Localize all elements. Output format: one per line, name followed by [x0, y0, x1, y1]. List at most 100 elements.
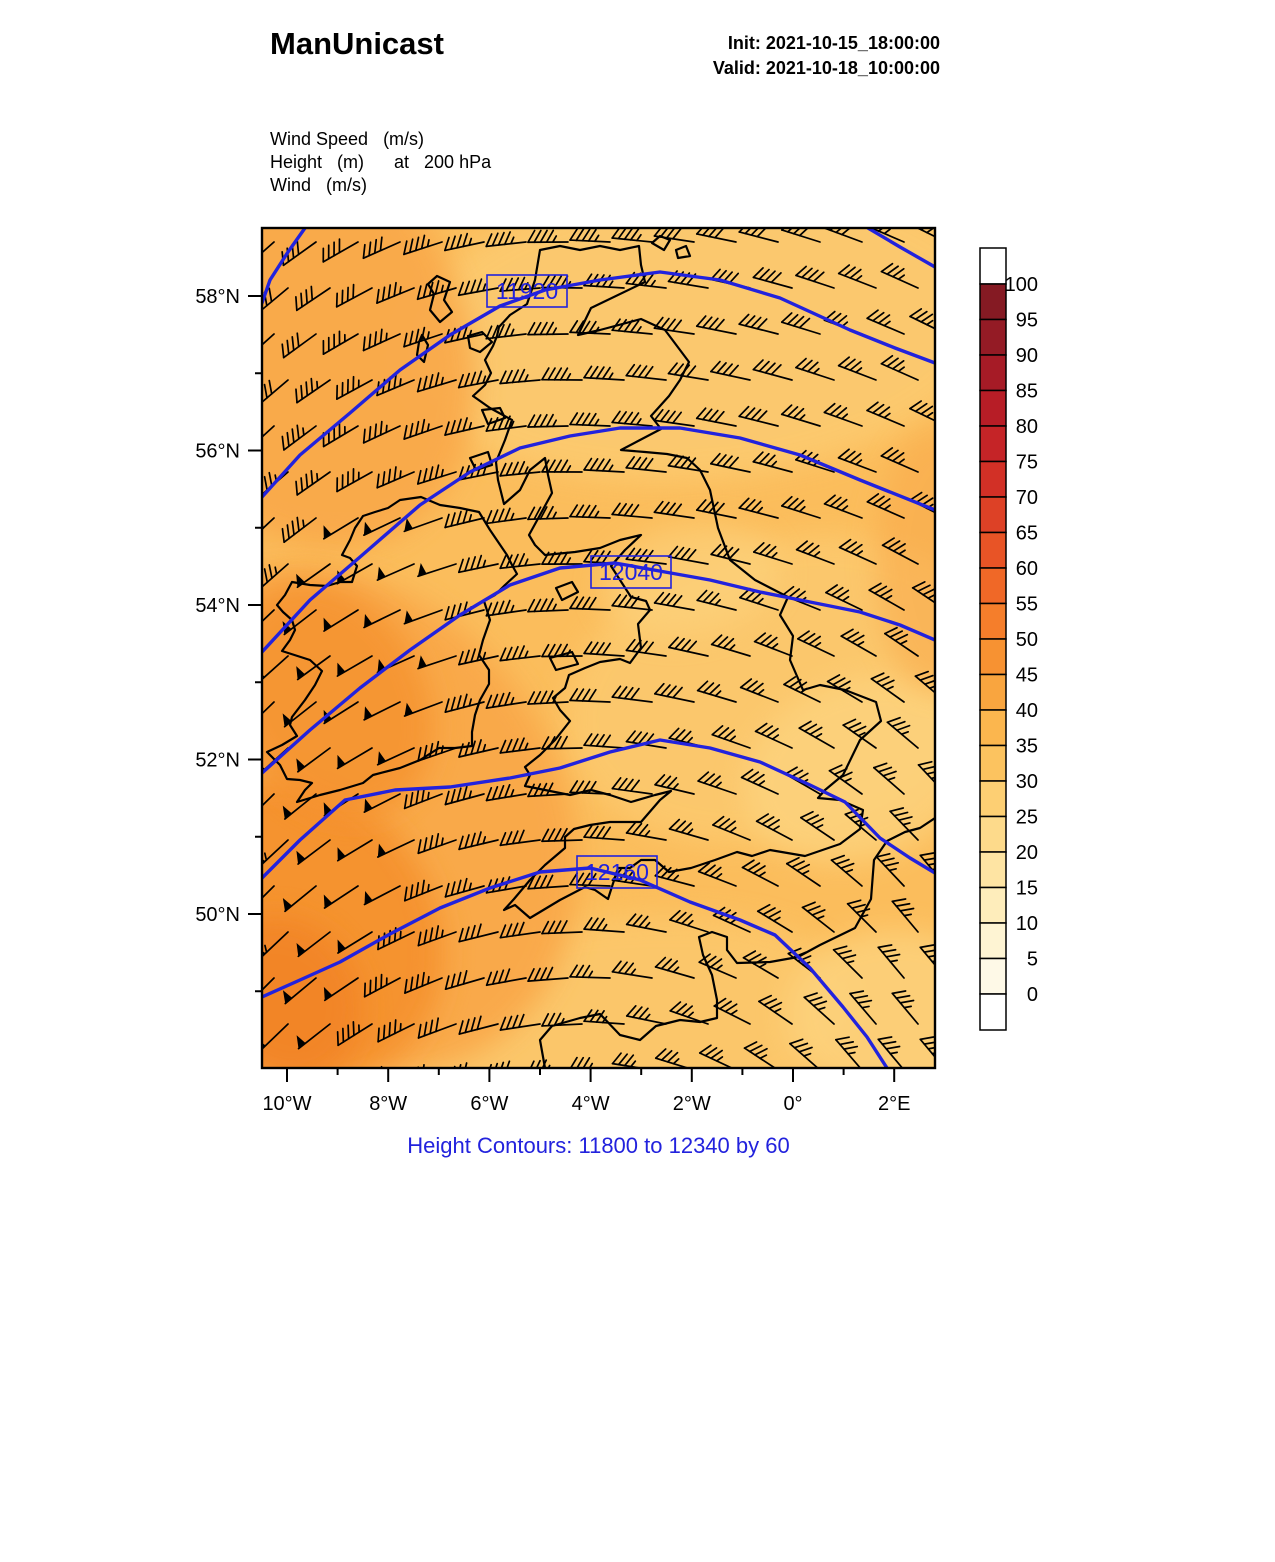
wind-barb — [527, 598, 569, 613]
barb-half — [903, 1005, 912, 1009]
barb-full — [527, 691, 536, 705]
barb-full — [660, 866, 672, 879]
page-title: ManUnicast — [270, 26, 444, 61]
barb-full — [601, 642, 612, 656]
wind-barb — [485, 507, 527, 525]
wind-barb — [753, 632, 793, 657]
barb-full — [758, 543, 771, 555]
barb-full — [880, 679, 895, 687]
barb-full — [703, 864, 716, 875]
barb-full — [497, 231, 505, 246]
barb-full — [625, 913, 637, 926]
barb-full — [362, 336, 366, 352]
barb-full — [499, 278, 507, 293]
barb-full — [336, 1030, 339, 1047]
barb-full — [849, 990, 865, 995]
barb-full — [845, 631, 860, 641]
wind-barb — [569, 688, 611, 703]
wind-barb — [541, 1012, 583, 1027]
wind-barb — [376, 466, 415, 489]
barb-full — [698, 1044, 712, 1054]
barb-full — [300, 292, 303, 308]
colorbar-tick-label: 100 — [1005, 274, 1038, 296]
barb-pennant — [282, 990, 293, 1004]
barb-full — [855, 908, 871, 914]
x-axis-tick-label: 6°W — [470, 1093, 508, 1115]
barb-full — [919, 674, 934, 682]
barb-full — [547, 367, 556, 381]
barb-half — [672, 966, 680, 973]
colorbar-cell — [979, 602, 1007, 640]
barb-full — [500, 1061, 505, 1068]
barb-half — [524, 466, 529, 475]
barb-half — [861, 1005, 870, 1009]
barb-full — [632, 1006, 643, 1019]
barb-full — [671, 228, 683, 240]
wind-barb — [653, 591, 695, 611]
barb-full — [835, 858, 850, 866]
wind-barb — [917, 760, 935, 784]
barb-full — [587, 596, 597, 610]
barb-half — [565, 557, 572, 565]
wind-barb — [911, 580, 935, 604]
barb-full — [415, 974, 420, 990]
barb-full — [793, 1042, 809, 1049]
barb-full — [674, 820, 687, 832]
height-contour-line — [262, 426, 935, 654]
barb-half — [644, 921, 651, 929]
barb-full — [569, 504, 579, 518]
barb-full — [476, 831, 482, 846]
barb-full — [680, 730, 692, 743]
barb-full — [499, 462, 507, 477]
height-contour-line — [262, 561, 935, 775]
barb-full — [539, 413, 548, 428]
wind-barb — [891, 990, 919, 1025]
barb-full — [589, 917, 599, 931]
wind-barb — [323, 885, 359, 909]
barb-full — [583, 457, 593, 471]
barb-full — [448, 1067, 450, 1068]
wind-barb — [583, 917, 625, 933]
barb-full — [696, 589, 708, 602]
barb-full — [527, 506, 536, 521]
barb-full — [629, 412, 640, 425]
barb-full — [611, 318, 621, 332]
barb-half — [440, 745, 444, 754]
barb-staff — [446, 1070, 484, 1082]
barb-full — [379, 236, 383, 252]
barb-full — [637, 365, 648, 378]
wind-barb — [710, 360, 751, 381]
barb-full — [428, 466, 434, 482]
barb-half — [468, 882, 472, 891]
barb-half — [399, 378, 402, 387]
barb-full — [750, 228, 760, 236]
barb-pennant — [242, 993, 252, 1006]
barb-full — [702, 316, 713, 329]
barb-full — [895, 902, 911, 907]
barb-half — [644, 1013, 651, 1021]
barb-full — [836, 589, 850, 599]
contour-label-box — [486, 274, 568, 308]
wind-barb — [695, 315, 737, 335]
barb-full — [738, 497, 750, 509]
wind-barb — [881, 537, 919, 565]
barb-full — [744, 407, 756, 419]
barb-full — [698, 953, 711, 964]
barb-full — [595, 734, 605, 747]
wind-barb — [828, 764, 863, 795]
barb-full — [849, 360, 862, 371]
barb-full — [911, 580, 926, 589]
barb-full — [786, 406, 799, 417]
wind-barb — [282, 609, 317, 636]
barb-full — [801, 901, 816, 909]
barb-half — [551, 235, 558, 243]
barb-full — [926, 771, 935, 775]
barb-half — [593, 418, 600, 427]
barb-full — [511, 922, 519, 937]
barb-full — [617, 961, 628, 974]
barb-full — [382, 1024, 386, 1040]
wind-barb — [654, 774, 695, 795]
barb-full — [295, 296, 298, 312]
barb-full — [708, 317, 719, 330]
barb-staff — [283, 701, 317, 728]
